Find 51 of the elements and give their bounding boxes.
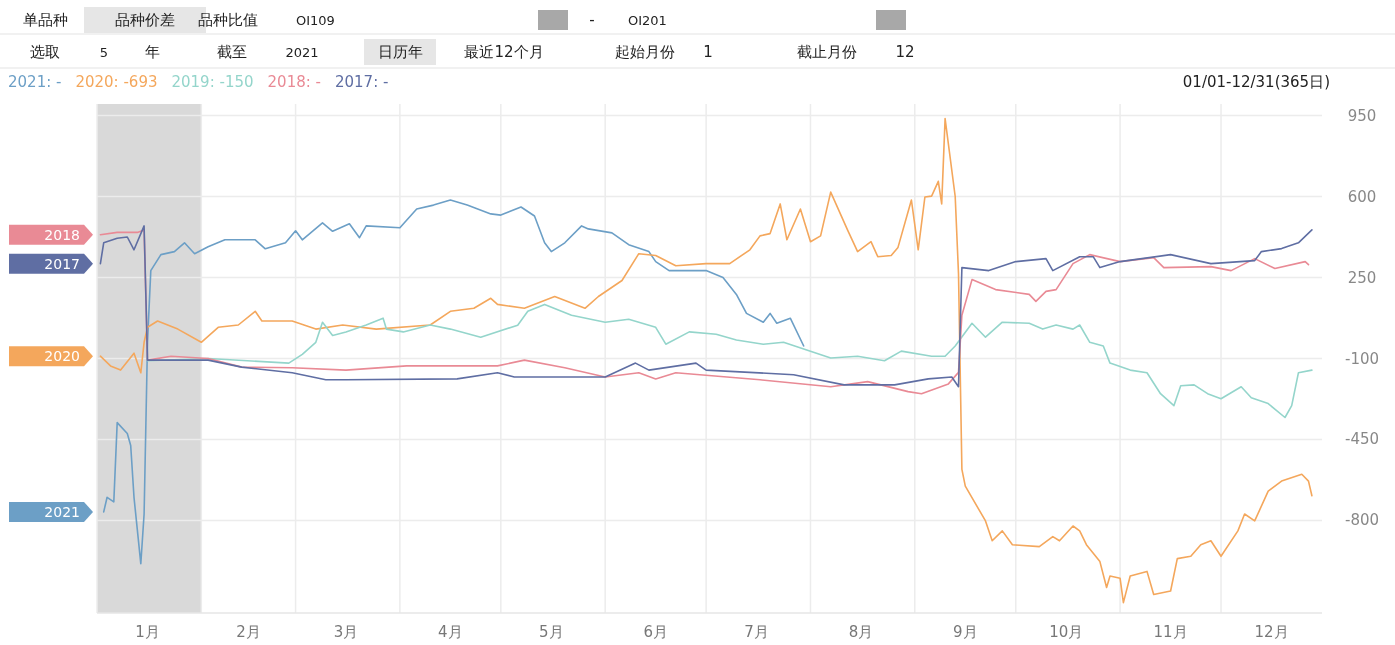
text: 起始月份 xyxy=(615,43,675,61)
series-label: 2021 xyxy=(44,503,80,520)
x-tick-label: 1月 xyxy=(135,623,160,641)
text: 01/01-12/31(365日) xyxy=(1182,73,1330,91)
text: 年 xyxy=(144,43,160,61)
text: 2019 xyxy=(171,73,210,91)
series-label: 2017 xyxy=(44,255,80,272)
text: 选取 xyxy=(30,43,60,61)
series-label: 2020 xyxy=(44,348,80,365)
text: 截至 xyxy=(217,43,247,61)
x-tick-label: 8月 xyxy=(848,623,874,641)
text: OI109 xyxy=(296,12,335,28)
x-tick-label: 11月 xyxy=(1153,623,1188,641)
x-tick-label: 9月 xyxy=(953,623,978,641)
text: 12 xyxy=(895,43,915,61)
text: 截止月份 xyxy=(797,43,857,61)
line-series xyxy=(102,199,805,565)
text: : - xyxy=(46,73,62,91)
text: 单品种 xyxy=(22,11,68,29)
text: : -150 xyxy=(209,73,254,91)
text: : -693 xyxy=(113,73,158,91)
x-tick-label: 5月 xyxy=(539,623,564,641)
y-tick-label: 250 xyxy=(1347,268,1377,287)
text: 品种比值 xyxy=(198,11,258,29)
text: 2021 xyxy=(285,44,319,60)
y-tick-label: -450 xyxy=(1344,430,1380,449)
x-tick-label: 4月 xyxy=(438,623,463,641)
y-tick-label: -100 xyxy=(1344,349,1380,368)
text: 最近12个月 xyxy=(464,43,544,61)
text: OI201 xyxy=(628,12,667,28)
text: 5 xyxy=(99,44,109,60)
x-tick-label: 2月 xyxy=(236,623,261,641)
y-tick-label: -800 xyxy=(1344,511,1380,530)
x-tick-label: 12月 xyxy=(1254,623,1289,641)
text: 日历年 xyxy=(377,43,423,61)
text: 2017 xyxy=(334,73,374,91)
y-tick-label: 950 xyxy=(1347,106,1377,125)
x-tick-label: 3月 xyxy=(333,623,359,641)
text: : - xyxy=(373,73,389,91)
x-tick-label: 6月 xyxy=(643,623,668,641)
series-label: 2018 xyxy=(44,226,80,243)
y-tick-label: 600 xyxy=(1347,187,1377,206)
x-tick-label: 10月 xyxy=(1049,623,1084,641)
text: - xyxy=(589,11,595,29)
text: 2018 xyxy=(267,73,306,91)
text: 品种价差 xyxy=(115,11,175,29)
text: 2021 xyxy=(8,73,47,91)
text: : - xyxy=(305,73,321,91)
x-tick-label: 7月 xyxy=(744,623,769,641)
text: 1 xyxy=(703,43,713,61)
text: 2020 xyxy=(75,73,114,91)
